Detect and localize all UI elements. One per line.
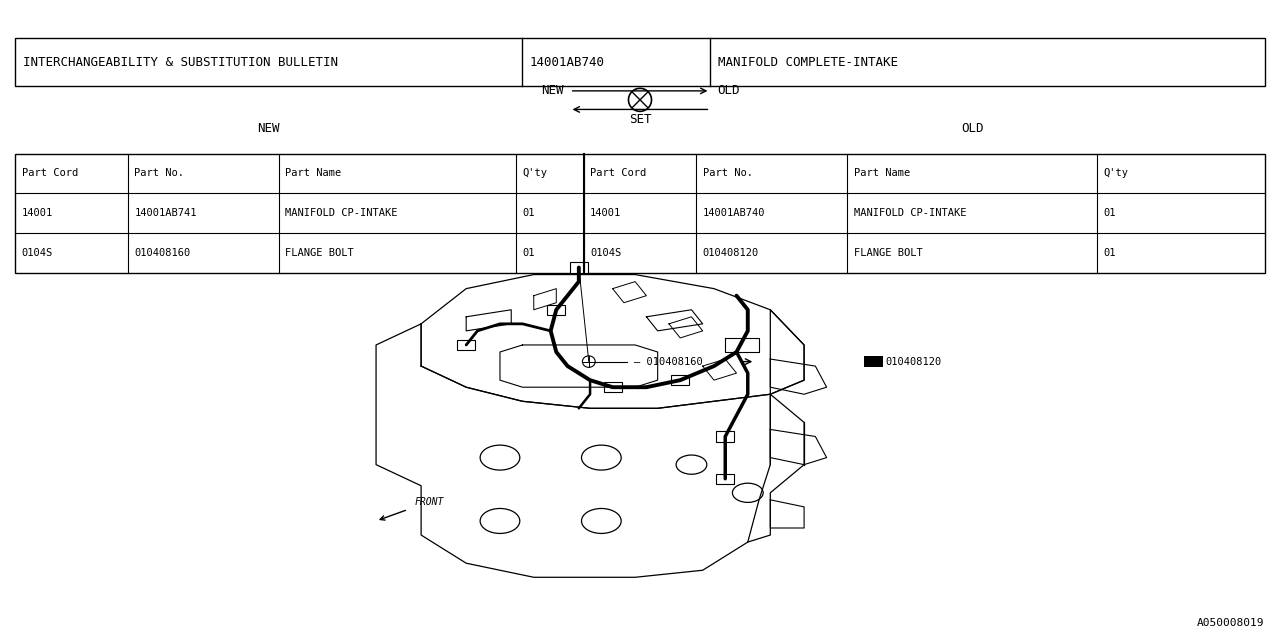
Text: Part No.: Part No. — [134, 168, 184, 179]
Text: A050008019: A050008019 — [1197, 618, 1265, 628]
Text: 010408120: 010408120 — [886, 356, 942, 367]
Text: FLANGE BOLT: FLANGE BOLT — [854, 248, 923, 258]
Bar — [717, 431, 735, 442]
Text: 01: 01 — [1103, 208, 1116, 218]
Text: MANIFOLD CP-INTAKE: MANIFOLD CP-INTAKE — [285, 208, 398, 218]
Text: Part No.: Part No. — [703, 168, 753, 179]
Bar — [457, 340, 475, 350]
Text: SET: SET — [628, 113, 652, 125]
Text: FRONT: FRONT — [415, 497, 444, 507]
Bar — [15, 154, 1265, 273]
Text: 14001AB741: 14001AB741 — [134, 208, 197, 218]
Bar — [604, 382, 622, 392]
Text: 01: 01 — [522, 248, 535, 258]
Text: NEW: NEW — [540, 84, 563, 97]
Text: MANIFOLD COMPLETE-INTAKE: MANIFOLD COMPLETE-INTAKE — [718, 56, 899, 69]
Text: Q'ty: Q'ty — [1103, 168, 1129, 179]
Text: MANIFOLD CP-INTAKE: MANIFOLD CP-INTAKE — [854, 208, 966, 218]
Text: — 010408160: — 010408160 — [634, 356, 703, 367]
Bar — [717, 474, 735, 484]
Text: Part Cord: Part Cord — [22, 168, 78, 179]
Bar — [864, 356, 883, 367]
Text: Part Name: Part Name — [285, 168, 342, 179]
Text: INTERCHANGEABILITY & SUBSTITUTION BULLETIN: INTERCHANGEABILITY & SUBSTITUTION BULLET… — [23, 56, 338, 69]
Bar — [548, 305, 566, 315]
Text: 010408160: 010408160 — [134, 248, 191, 258]
Text: 01: 01 — [1103, 248, 1116, 258]
Text: 14001: 14001 — [22, 208, 52, 218]
Text: 14001: 14001 — [590, 208, 621, 218]
Text: FLANGE BOLT: FLANGE BOLT — [285, 248, 355, 258]
Text: Part Name: Part Name — [854, 168, 910, 179]
Text: OLD: OLD — [717, 84, 740, 97]
Text: NEW: NEW — [257, 122, 280, 134]
Text: 01: 01 — [522, 208, 535, 218]
Text: 0104S: 0104S — [22, 248, 52, 258]
Bar — [570, 262, 588, 273]
Text: 0104S: 0104S — [590, 248, 621, 258]
Text: Part Cord: Part Cord — [590, 168, 646, 179]
Text: Q'ty: Q'ty — [522, 168, 548, 179]
Bar — [671, 375, 689, 385]
Text: 010408120: 010408120 — [703, 248, 759, 258]
Text: OLD: OLD — [961, 122, 984, 134]
Text: 14001AB740: 14001AB740 — [530, 56, 605, 69]
Bar — [15, 38, 1265, 86]
Text: 14001AB740: 14001AB740 — [703, 208, 765, 218]
